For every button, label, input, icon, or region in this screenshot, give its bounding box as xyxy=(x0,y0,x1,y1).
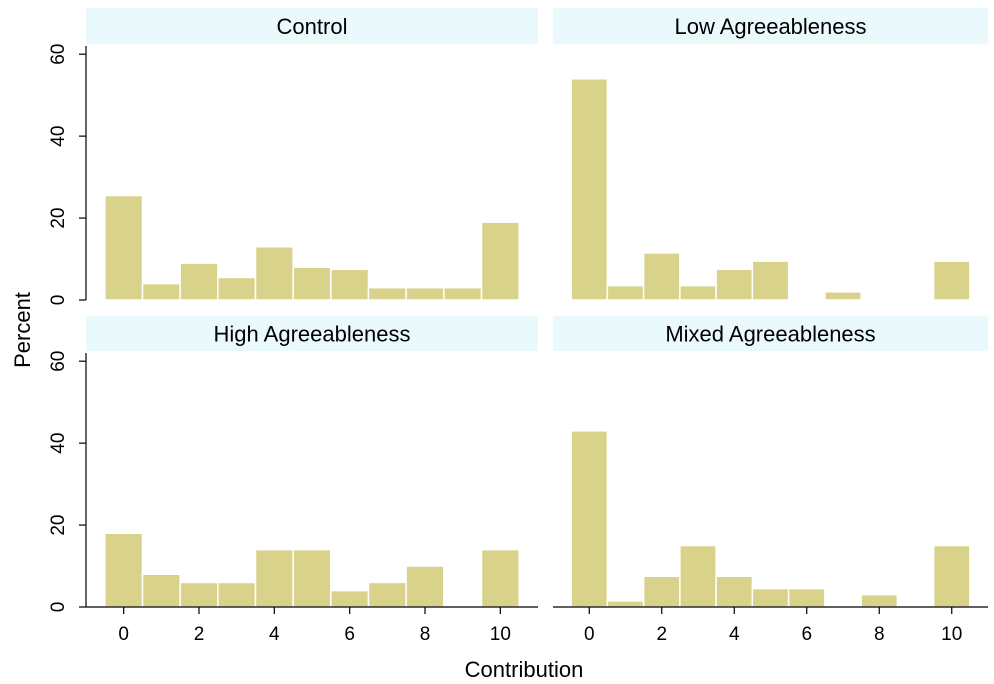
panel-high-agreeableness-title: High Agreeableness xyxy=(214,322,411,347)
y-tick-label: 20 xyxy=(48,514,69,535)
panel-mixed-agreeableness-bar xyxy=(787,587,826,608)
panel-mixed-agreeableness-bar xyxy=(570,430,609,608)
panel-low-agreeableness-bar xyxy=(606,284,645,301)
panel-control-bar xyxy=(217,276,257,301)
panel-control-bar xyxy=(104,194,144,301)
y-tick-label: 60 xyxy=(48,351,69,372)
panel-low-agreeableness-title: Low Agreeableness xyxy=(674,14,866,39)
panel-mixed-agreeableness-bar xyxy=(715,575,754,608)
panel-high-agreeableness-bar xyxy=(254,548,294,608)
x-tick-label: 6 xyxy=(344,624,355,645)
y-tick-label: 40 xyxy=(48,126,69,147)
y-tick-label: 60 xyxy=(48,44,69,65)
panel-mixed-agreeableness-bar xyxy=(679,544,717,608)
panel-control-bar xyxy=(179,262,219,301)
x-tick-label: 0 xyxy=(118,624,129,645)
x-tick-label: 10 xyxy=(490,624,511,645)
panel-low-agreeableness-strip xyxy=(553,8,988,44)
x-tick-label: 6 xyxy=(801,624,812,645)
panel-mixed-agreeableness-title: Mixed Agreeableness xyxy=(665,322,875,347)
panel-high-agreeableness-strip xyxy=(86,316,538,351)
x-tick-label: 4 xyxy=(729,624,740,645)
panel-mixed-agreeableness-bar xyxy=(751,587,790,608)
panel-high-agreeableness-bar xyxy=(480,548,520,608)
panel-low-agreeableness-bar xyxy=(642,252,681,301)
panel-mixed-agreeableness-strip xyxy=(553,316,988,351)
panel-high-agreeableness-bar xyxy=(292,548,332,608)
panel-high-agreeableness-bar xyxy=(330,589,370,608)
panel-low-agreeableness-bar xyxy=(824,291,862,301)
panel-mixed-agreeableness-bar xyxy=(606,600,645,608)
x-tick-label: 4 xyxy=(269,624,280,645)
x-tick-label: 8 xyxy=(874,624,885,645)
panel-control-bar xyxy=(141,282,181,301)
panel-low-agreeableness-bar xyxy=(932,260,971,301)
y-tick-label: 0 xyxy=(48,295,69,306)
x-tick-label: 10 xyxy=(941,624,962,645)
panel-control-bar xyxy=(330,268,370,301)
panel-control-strip xyxy=(86,8,538,44)
panel-control-bar xyxy=(443,286,483,301)
panel-control-bar xyxy=(405,286,445,301)
x-tick-label: 0 xyxy=(584,624,595,645)
panel-control-bar xyxy=(254,245,294,301)
x-tick-label: 8 xyxy=(420,624,431,645)
panel-low-agreeableness-bar xyxy=(715,268,754,301)
x-tick-label: 2 xyxy=(656,624,667,645)
panel-high-agreeableness-bar xyxy=(179,581,219,608)
panel-mixed-agreeableness-bar xyxy=(860,593,899,608)
panel-mixed-agreeableness-bar xyxy=(932,544,971,608)
panel-high-agreeableness-bar xyxy=(217,581,257,608)
panel-mixed-agreeableness-bar xyxy=(642,575,681,608)
panel-high-agreeableness-bar xyxy=(367,581,407,608)
panel-low-agreeableness-bar xyxy=(751,260,790,301)
panel-low-agreeableness-bar xyxy=(570,78,609,301)
x-axis-title: Contribution xyxy=(465,657,584,682)
panel-control-title: Control xyxy=(277,14,348,39)
panel-high-agreeableness-bar xyxy=(104,532,144,608)
panel-high-agreeableness-bar xyxy=(141,573,181,608)
panel-control-bar xyxy=(480,221,520,301)
panel-control-bar xyxy=(292,266,332,301)
y-tick-label: 0 xyxy=(48,602,69,613)
panel-low-agreeableness-bar xyxy=(679,284,717,301)
panel-control-bar xyxy=(367,286,407,301)
y-axis-title: Percent xyxy=(10,292,35,368)
x-tick-label: 2 xyxy=(194,624,205,645)
y-tick-label: 20 xyxy=(48,207,69,228)
y-tick-label: 40 xyxy=(48,433,69,454)
panel-high-agreeableness-bar xyxy=(405,565,445,608)
